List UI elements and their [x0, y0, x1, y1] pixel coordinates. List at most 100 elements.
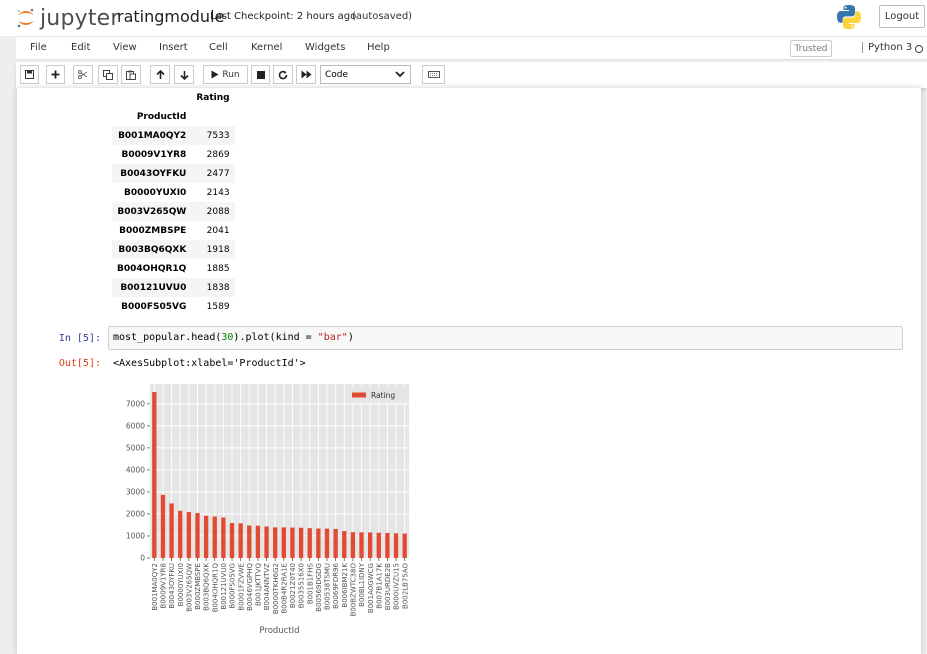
code-input[interactable]: most_popular.head(30).plot(kind = "bar"): [108, 326, 903, 350]
table-row: B004OHQR1Q 1885: [112, 259, 235, 278]
cut-button[interactable]: [73, 65, 93, 84]
interrupt-button[interactable]: [251, 65, 270, 84]
bar: [298, 527, 304, 558]
bar: [281, 527, 286, 558]
move-down-button[interactable]: [174, 65, 194, 84]
x-tick-label: B00538TSMU: [324, 563, 332, 610]
x-tick-label: B001B1FHS: [306, 562, 314, 604]
bar: [385, 533, 390, 558]
restart-button[interactable]: [273, 65, 293, 84]
x-tick-label: B0000TKH6G2: [272, 563, 280, 614]
bar: [290, 527, 295, 558]
y-tick-label: 7000: [126, 399, 145, 408]
index-name: ProductId: [136, 111, 187, 122]
row-index: B0043OYFKU: [112, 164, 192, 183]
x-tick-label: B00569DGDG: [315, 563, 323, 612]
bar: [333, 528, 338, 558]
x-tick-label: B0000YUXI0: [177, 563, 185, 606]
row-index: B0009V1YR8: [121, 149, 187, 160]
checkpoint-status: Last Checkpoint: 2 hours ago: [210, 11, 357, 22]
table-row: B001MA0QY2 7533: [112, 126, 235, 145]
bar: [402, 533, 407, 558]
x-tick-label: B007B1A17K: [375, 563, 383, 609]
dataframe-table: Rating ProductId B001MA0QY2 7533 B0009V1YR…: [112, 88, 235, 316]
bar: [255, 525, 261, 558]
bar: [324, 528, 330, 558]
y-tick-label: 1000: [126, 531, 145, 540]
command-palette-button[interactable]: [422, 65, 445, 84]
logout-button[interactable]: Logout: [879, 5, 925, 28]
output-prompt: Out[5]:: [58, 358, 101, 369]
cell-type-select[interactable]: Code: [320, 65, 411, 84]
menubar: File Edit View Insert Cell Kernel Widget…: [16, 36, 927, 60]
jupyter-logo[interactable]: jupyter: [16, 4, 120, 32]
x-tick-label: B006IBM21K: [341, 563, 349, 608]
menu-widgets[interactable]: Widgets: [305, 42, 346, 53]
cell-type-value: Code: [325, 69, 349, 80]
menu-edit[interactable]: Edit: [71, 42, 91, 53]
code-text-post: ): [347, 332, 354, 343]
arrow-up-icon: [155, 69, 165, 79]
table-row: B0043OYFKU 2477: [112, 164, 235, 183]
bar: [359, 532, 364, 558]
trusted-indicator[interactable]: Trusted: [790, 40, 832, 57]
restart-run-all-button[interactable]: [296, 65, 316, 84]
bar: [186, 512, 192, 558]
restart-icon: [278, 70, 288, 79]
y-tick-label: 4000: [126, 465, 145, 474]
row-value: 1838: [191, 278, 235, 297]
table-body: B001MA0QY2 7533 B0009V1YR8 2869 B0043OYFKU 24…: [112, 126, 235, 316]
menu-file[interactable]: File: [30, 42, 47, 53]
row-value: 2869: [206, 149, 230, 160]
y-tick-label: 6000: [126, 421, 145, 430]
table-row: B003BQ6QXK 1918: [112, 240, 235, 259]
autosave-status: (autosaved): [352, 11, 413, 22]
menu-kernel[interactable]: Kernel: [251, 42, 283, 53]
bar: [342, 531, 347, 558]
toolbar: Run Code: [16, 62, 927, 88]
x-tick-label: B00BZWTC38O: [349, 563, 357, 617]
move-up-button[interactable]: [150, 65, 170, 84]
legend-box: [346, 387, 406, 403]
x-tick-label: B000FS05VG: [229, 563, 237, 609]
run-label: Run: [222, 69, 240, 80]
row-index: B000ZMBSPE: [119, 225, 187, 236]
row-index: B003V265QW: [112, 202, 192, 221]
insert-cell-button[interactable]: [46, 65, 65, 84]
menu-cell[interactable]: Cell: [209, 42, 228, 53]
bar: [367, 532, 373, 558]
output-text: <AxesSubplot:xlabel='ProductId'>: [113, 358, 306, 369]
table-row: B003V265QW 2088: [112, 202, 235, 221]
x-tick-label: B00121UVU0: [220, 563, 228, 610]
notebook-name[interactable]: ratingmodule: [117, 7, 225, 26]
bar: [307, 528, 312, 558]
column-header-rating: Rating: [196, 92, 230, 103]
menu-insert[interactable]: Insert: [159, 42, 188, 53]
kernel-name: Python 3: [862, 42, 912, 53]
bar: [221, 517, 226, 558]
menu-view[interactable]: View: [113, 42, 137, 53]
copy-button[interactable]: [98, 65, 118, 84]
save-button[interactable]: [20, 65, 39, 84]
logo-text: jupyter: [40, 5, 120, 31]
y-tick-label: 5000: [126, 443, 145, 452]
bar: [195, 513, 200, 558]
code-string: "bar": [317, 332, 348, 343]
row-value: 7533: [191, 126, 235, 145]
code-text-pre: most_popular.head(: [113, 332, 222, 343]
arrow-down-icon: [179, 70, 189, 80]
x-tick-label: B001MA0QY2: [151, 563, 159, 611]
bar: [376, 532, 381, 558]
copy-icon: [103, 69, 113, 80]
menu-help[interactable]: Help: [367, 42, 390, 53]
x-tick-label: B001A0GWCG: [367, 563, 375, 613]
bar: [212, 516, 217, 558]
bar: [247, 525, 252, 558]
paste-button[interactable]: [121, 65, 141, 84]
x-tick-label: B001JKTTVQ: [255, 563, 263, 606]
x-tick-label: B000UVZU15: [393, 563, 401, 610]
run-button[interactable]: Run: [203, 65, 248, 84]
table-corner: [112, 88, 191, 107]
bar: [169, 503, 174, 558]
